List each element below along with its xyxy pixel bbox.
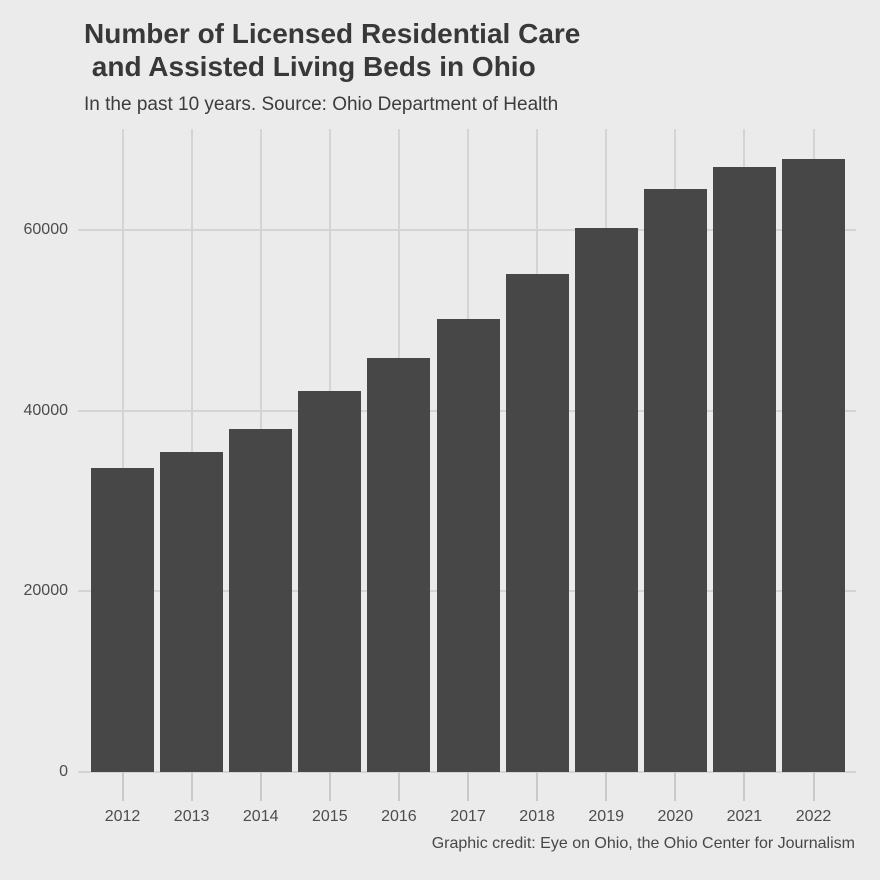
bar-2021 xyxy=(712,166,776,772)
x-tick-label-2014: 2014 xyxy=(242,808,279,825)
x-axis-tick-2021 xyxy=(743,772,746,801)
x-axis-tick-2016 xyxy=(397,772,400,801)
x-tick-label-2022: 2022 xyxy=(795,808,832,825)
x-tick-label-2017: 2017 xyxy=(450,808,486,825)
x-axis-tick-2017 xyxy=(467,772,469,801)
x-tick-label-2021: 2021 xyxy=(726,808,763,825)
caption-text: Graphic credit: Eye on Ohio, the Ohio Ce… xyxy=(431,835,855,852)
bar-2015 xyxy=(298,390,362,772)
bar-2017 xyxy=(436,318,500,772)
x-tick-label-2015: 2015 xyxy=(312,808,348,825)
x-axis-ticks xyxy=(84,772,854,801)
x-axis-tick-2014 xyxy=(259,772,262,801)
bar-2014 xyxy=(229,428,293,772)
x-tick-label-2018: 2018 xyxy=(519,808,555,825)
x-tick-label-2019: 2019 xyxy=(588,808,624,825)
gridline-x-2013 xyxy=(190,129,193,772)
x-axis-tick-2022 xyxy=(812,772,815,801)
y-tick-label-0: 0 xyxy=(59,763,68,780)
plot-panel xyxy=(78,129,856,773)
x-tick-label-2016: 2016 xyxy=(381,808,417,825)
x-axis-tick-2015 xyxy=(328,772,331,801)
y-tick-label-60000: 60000 xyxy=(23,221,69,239)
chart-title: Number of Licensed Residential Care and … xyxy=(84,18,581,82)
bar-2013 xyxy=(160,452,224,772)
x-axis-tick-2020 xyxy=(674,772,677,801)
x-axis-tick-2018 xyxy=(536,772,539,801)
x-tick-label-2013: 2013 xyxy=(173,808,210,825)
bar-2020 xyxy=(643,188,707,772)
gridline-x-2012 xyxy=(121,129,124,772)
x-axis-tick-2013 xyxy=(190,772,193,801)
bar-2012 xyxy=(91,467,154,772)
bar-2018 xyxy=(505,274,569,772)
x-axis-tick-2019 xyxy=(605,772,608,801)
y-tick-label-20000: 20000 xyxy=(23,582,69,600)
x-axis-labels: 2012 2013 2014 2015 2016 2017 2018 2019 2020 2021… xyxy=(84,807,854,827)
bar-2019 xyxy=(574,228,638,772)
x-tick-label-2012: 2012 xyxy=(104,808,141,825)
y-axis-labels: 0 20000 40000 60000 xyxy=(0,129,69,780)
bar-2016 xyxy=(367,358,431,772)
chart-subtitle: In the past 10 years. Source: Ohio Depar… xyxy=(84,94,559,115)
x-axis-tick-2012 xyxy=(121,772,124,801)
y-tick-label-40000: 40000 xyxy=(23,401,69,419)
x-tick-label-2020: 2020 xyxy=(657,808,694,825)
bar-2022 xyxy=(782,158,845,772)
